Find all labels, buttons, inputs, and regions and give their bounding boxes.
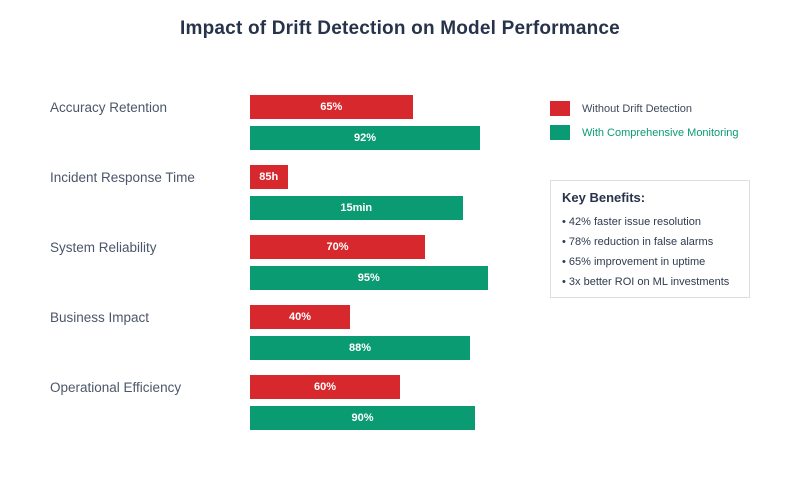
chart-row: System Reliability 70% 95% [0,235,800,290]
legend-item-without-drift: Without Drift Detection [550,101,739,116]
bar-value-label: 85h [259,171,279,183]
bar-value-label: 90% [351,412,374,424]
chart-row: Business Impact 40% 88% [0,305,800,360]
bar-without-drift: 65% [250,95,413,119]
legend-label: With Comprehensive Monitoring [582,126,739,139]
legend-swatch-green [550,125,570,140]
category-label: System Reliability [50,239,157,255]
bar-value-label: 70% [326,241,349,253]
chart-row: Accuracy Retention 65% 92% [0,95,800,150]
key-benefit-item: • 3x better ROI on ML investments [562,276,730,288]
bar-without-drift: 40% [250,305,350,329]
bar-with-monitoring: 92% [250,126,480,150]
bar-with-monitoring: 90% [250,406,475,430]
category-label: Operational Efficiency [50,379,182,395]
bar-without-drift: 85h [250,165,288,189]
bar-with-monitoring: 15min [250,196,463,220]
category-label: Accuracy Retention [50,99,168,115]
bar-value-label: 60% [313,381,337,393]
bar-value-label: 88% [348,342,372,354]
legend-swatch-red [550,101,570,116]
bar-value-label: 15min [340,202,373,214]
bar-value-label: 65% [320,101,343,113]
key-benefits-heading: Key Benefits: [562,190,646,205]
chart-row: Incident Response Time 85h 15min [0,165,800,220]
bar-without-drift: 60% [250,375,400,399]
category-label: Incident Response Time [50,169,195,185]
category-label: Business Impact [50,309,150,325]
legend-label: Without Drift Detection [582,102,693,115]
legend-item-with-monitoring: With Comprehensive Monitoring [550,125,739,140]
key-benefit-item: • 42% faster issue resolution [562,216,701,228]
chart-row: Operational Efficiency 60% 90% [0,375,800,430]
key-benefit-item: • 65% improvement in uptime [562,256,706,268]
bar-with-monitoring: 95% [250,266,488,290]
chart-title: Impact of Drift Detection on Model Perfo… [180,18,620,39]
legend: Without Drift Detection With Comprehensi… [550,101,739,149]
bar-value-label: 40% [288,311,312,323]
bar-with-monitoring: 88% [250,336,470,360]
bar-value-label: 95% [357,272,380,284]
key-benefits-panel: Key Benefits: • 42% faster issue resolut… [550,180,750,298]
key-benefit-item: • 78% reduction in false alarms [562,236,714,248]
bar-without-drift: 70% [250,235,425,259]
bar-value-label: 92% [353,132,377,144]
